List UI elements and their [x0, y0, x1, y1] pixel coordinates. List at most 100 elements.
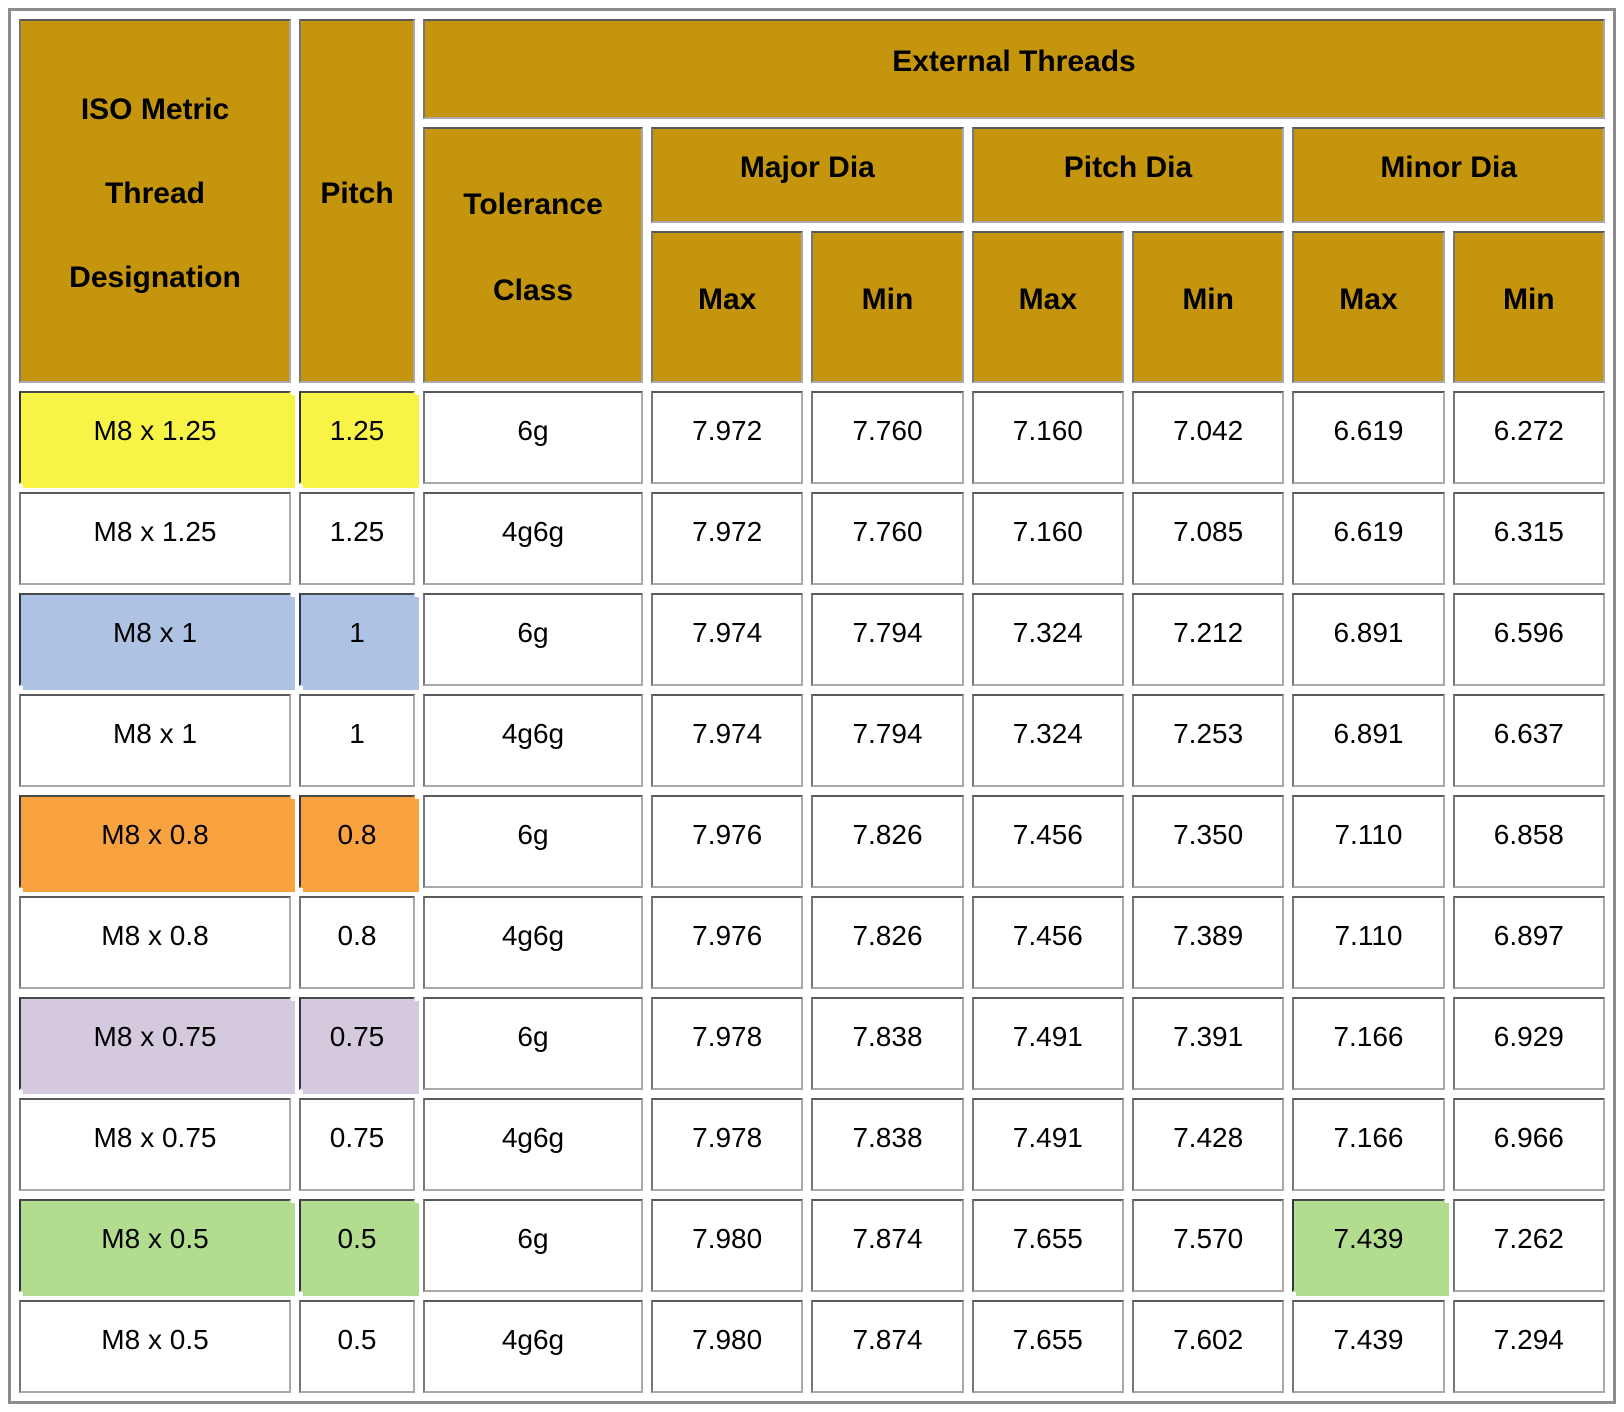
cell-pitch-dia-max: 7.456	[971, 795, 1124, 888]
cell-pitch: 0.75	[299, 1098, 415, 1191]
table-row: M8 x 0.8 0.8 6g 7.976 7.826 7.456 7.350 …	[19, 795, 1605, 888]
header-row-2: Tolerance Class Major Dia Pitch Dia Mino…	[19, 127, 1605, 383]
cell-pitch-dia-max: 7.456	[971, 896, 1124, 989]
cell-major-dia-max: 7.980	[651, 1300, 804, 1393]
cell-major-dia-min: 7.874	[811, 1199, 964, 1292]
cell-tolerance-class: 4g6g	[423, 694, 643, 787]
cell-designation: M8 x 0.75	[19, 997, 291, 1090]
cell-tolerance-class: 4g6g	[423, 1098, 643, 1191]
cell-major-dia-max: 7.976	[651, 896, 804, 989]
header-tolerance-line: Tolerance	[463, 188, 603, 221]
header-designation-line: ISO Metric	[80, 93, 230, 126]
cell-tolerance-class: 6g	[423, 391, 643, 484]
cell-tolerance-class: 6g	[423, 997, 643, 1090]
cell-designation: M8 x 0.75	[19, 1098, 291, 1191]
cell-major-dia-min: 7.838	[811, 1098, 964, 1191]
header-major-max: Max	[651, 231, 804, 383]
cell-pitch-dia-min: 7.391	[1131, 997, 1285, 1090]
cell-pitch: 1	[299, 593, 415, 686]
table-row: M8 x 1 1 4g6g 7.974 7.794 7.324 7.253 6.…	[19, 694, 1605, 787]
cell-minor-dia-min: 6.897	[1452, 896, 1605, 989]
cell-major-dia-min: 7.826	[811, 896, 964, 989]
cell-pitch-dia-min: 7.253	[1131, 694, 1285, 787]
header-pitch-min: Min	[1131, 231, 1285, 383]
cell-minor-dia-max: 7.166	[1292, 1098, 1445, 1191]
cell-tolerance-class: 6g	[423, 593, 643, 686]
cell-major-dia-min: 7.826	[811, 795, 964, 888]
cell-major-dia-max: 7.972	[651, 391, 804, 484]
table-row: M8 x 0.75 0.75 6g 7.978 7.838 7.491 7.39…	[19, 997, 1605, 1090]
cell-pitch: 0.75	[299, 997, 415, 1090]
cell-pitch: 1.25	[299, 391, 415, 484]
header-row-3: Max Min Max Min Max Min	[19, 231, 1605, 383]
cell-minor-dia-min: 6.272	[1452, 391, 1605, 484]
cell-pitch-dia-max: 7.324	[971, 694, 1124, 787]
cell-pitch-dia-min: 7.602	[1131, 1300, 1285, 1393]
cell-pitch-dia-max: 7.655	[971, 1199, 1124, 1292]
cell-minor-dia-min: 6.929	[1452, 997, 1605, 1090]
cell-major-dia-max: 7.976	[651, 795, 804, 888]
cell-minor-dia-max: 7.110	[1292, 795, 1445, 888]
cell-designation: M8 x 0.8	[19, 795, 291, 888]
table-row: M8 x 1 1 6g 7.974 7.794 7.324 7.212 6.89…	[19, 593, 1605, 686]
table-row: M8 x 0.5 0.5 6g 7.980 7.874 7.655 7.570 …	[19, 1199, 1605, 1292]
cell-minor-dia-max: 7.439	[1292, 1199, 1445, 1292]
header-tolerance-class: Tolerance Class	[423, 127, 643, 383]
cell-tolerance-class: 4g6g	[423, 896, 643, 989]
cell-designation: M8 x 0.8	[19, 896, 291, 989]
cell-designation: M8 x 1	[19, 593, 291, 686]
cell-pitch-dia-min: 7.212	[1131, 593, 1285, 686]
cell-major-dia-min: 7.760	[811, 492, 964, 585]
header-designation: ISO Metric Thread Designation	[19, 19, 291, 383]
table-row: M8 x 0.8 0.8 4g6g 7.976 7.826 7.456 7.38…	[19, 896, 1605, 989]
cell-designation: M8 x 0.5	[19, 1199, 291, 1292]
thread-spec-table: ISO Metric Thread Designation Pitch Exte…	[8, 8, 1616, 1404]
cell-major-dia-min: 7.838	[811, 997, 964, 1090]
cell-minor-dia-min: 6.596	[1452, 593, 1605, 686]
cell-tolerance-class: 6g	[423, 1199, 643, 1292]
cell-designation: M8 x 0.5	[19, 1300, 291, 1393]
header-pitch-dia: Pitch Dia	[971, 127, 1285, 223]
cell-designation: M8 x 1	[19, 694, 291, 787]
cell-designation: M8 x 1.25	[19, 492, 291, 585]
cell-minor-dia-max: 7.110	[1292, 896, 1445, 989]
header-pitch: Pitch	[299, 19, 415, 383]
cell-pitch: 0.5	[299, 1199, 415, 1292]
cell-major-dia-max: 7.972	[651, 492, 804, 585]
header-row-1: ISO Metric Thread Designation Pitch Exte…	[19, 19, 1605, 383]
table-row: M8 x 0.5 0.5 4g6g 7.980 7.874 7.655 7.60…	[19, 1300, 1605, 1393]
cell-major-dia-max: 7.978	[651, 1098, 804, 1191]
cell-pitch-dia-min: 7.570	[1131, 1199, 1285, 1292]
cell-major-dia-min: 7.794	[811, 593, 964, 686]
header-minor-min: Min	[1452, 231, 1605, 383]
cell-major-dia-max: 7.978	[651, 997, 804, 1090]
cell-major-dia-min: 7.760	[811, 391, 964, 484]
cell-pitch: 0.8	[299, 896, 415, 989]
cell-pitch: 1.25	[299, 492, 415, 585]
header-designation-line: Thread	[104, 177, 206, 210]
cell-minor-dia-min: 6.637	[1452, 694, 1605, 787]
cell-minor-dia-max: 6.619	[1292, 391, 1445, 484]
cell-minor-dia-min: 7.262	[1452, 1199, 1605, 1292]
cell-tolerance-class: 4g6g	[423, 1300, 643, 1393]
cell-pitch-dia-max: 7.160	[971, 391, 1124, 484]
cell-pitch: 1	[299, 694, 415, 787]
header-designation-line: Designation	[69, 261, 241, 294]
cell-designation: M8 x 1.25	[19, 391, 291, 484]
cell-minor-dia-min: 6.315	[1452, 492, 1605, 585]
cell-minor-dia-max: 6.891	[1292, 694, 1445, 787]
cell-pitch-dia-max: 7.160	[971, 492, 1124, 585]
cell-pitch: 0.5	[299, 1300, 415, 1393]
cell-tolerance-class: 6g	[423, 795, 643, 888]
cell-major-dia-max: 7.974	[651, 694, 804, 787]
cell-tolerance-class: 4g6g	[423, 492, 643, 585]
header-major-min: Min	[811, 231, 964, 383]
cell-major-dia-max: 7.974	[651, 593, 804, 686]
cell-pitch-dia-max: 7.324	[971, 593, 1124, 686]
cell-pitch-dia-min: 7.428	[1131, 1098, 1285, 1191]
header-tolerance-line: Class	[492, 274, 574, 307]
cell-pitch-dia-max: 7.655	[971, 1300, 1124, 1393]
cell-pitch-dia-min: 7.085	[1131, 492, 1285, 585]
cell-minor-dia-max: 7.439	[1292, 1300, 1445, 1393]
